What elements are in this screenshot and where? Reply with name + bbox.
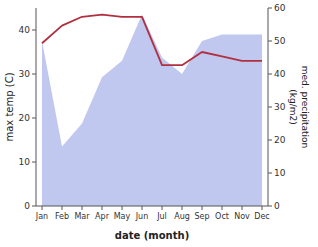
y2-tick-label: 20 xyxy=(274,135,286,145)
y-tick xyxy=(32,74,36,75)
y-tick xyxy=(32,118,36,119)
y-axis-label: max temp (C) xyxy=(4,72,15,141)
y-tick xyxy=(32,162,36,163)
y2-tick xyxy=(268,74,272,75)
y-tick-label: 30 xyxy=(19,69,31,79)
x-axis-label: date (month) xyxy=(115,230,189,241)
y-tick-label: 0 xyxy=(24,201,30,211)
y-tick-label: 10 xyxy=(19,157,31,167)
x-tick-label: Jul xyxy=(156,212,167,221)
x-tick-label: Feb xyxy=(55,212,69,221)
x-tick-label: Jun xyxy=(135,212,149,221)
x-tick-label: May xyxy=(114,212,131,221)
y-tick-label: 20 xyxy=(19,113,31,123)
chart: 0 10 20 30 40 0 10 20 30 40 50 60 Jan Feb Mar Apr May Jun… xyxy=(0,0,318,247)
x-tick xyxy=(162,206,163,210)
x-tick-label: Sep xyxy=(194,212,209,221)
x-tick-label: Aug xyxy=(174,212,190,221)
x-tick-label: Nov xyxy=(234,212,250,221)
x-tick-label: Jan xyxy=(35,212,48,221)
y2-tick xyxy=(268,206,272,207)
x-tick xyxy=(222,206,223,210)
y2-tick-label: 0 xyxy=(274,201,280,211)
y2-tick xyxy=(268,173,272,174)
x-tick-label: Oct xyxy=(215,212,229,221)
y2-tick-label: 30 xyxy=(274,102,286,112)
x-tick xyxy=(142,206,143,210)
y2-tick-label: 40 xyxy=(274,69,286,79)
plot-area xyxy=(42,15,262,206)
y2-axis-label: (kg/m2) xyxy=(288,89,298,124)
y2-tick xyxy=(268,8,272,9)
y2-tick xyxy=(268,107,272,108)
y2-tick-label: 50 xyxy=(274,36,286,46)
y-tick-label: 40 xyxy=(19,25,31,35)
y2-tick xyxy=(268,140,272,141)
x-tick-label: Dec xyxy=(254,212,269,221)
axes: 0 10 20 30 40 0 10 20 30 40 50 60 Jan Feb Mar Apr May Jun… xyxy=(19,3,286,221)
x-tick xyxy=(202,206,203,210)
x-tick xyxy=(182,206,183,210)
y2-axis-label: med. precipitation xyxy=(300,66,310,148)
x-tick xyxy=(242,206,243,210)
y2-tick-label: 10 xyxy=(274,168,286,178)
x-tick xyxy=(82,206,83,210)
left-axis-line xyxy=(36,8,37,206)
y-tick xyxy=(32,30,36,31)
x-tick xyxy=(122,206,123,210)
x-tick xyxy=(262,206,263,210)
temperature-line xyxy=(42,15,262,66)
y-tick xyxy=(32,206,36,207)
y2-tick xyxy=(268,41,272,42)
x-tick-label: Apr xyxy=(95,212,110,221)
precipitation-area xyxy=(42,15,262,206)
y2-tick-label: 60 xyxy=(274,3,286,13)
x-tick xyxy=(42,206,43,210)
x-axis-line xyxy=(36,206,268,207)
x-tick-label: Mar xyxy=(74,212,90,221)
x-tick xyxy=(62,206,63,210)
x-tick xyxy=(102,206,103,210)
